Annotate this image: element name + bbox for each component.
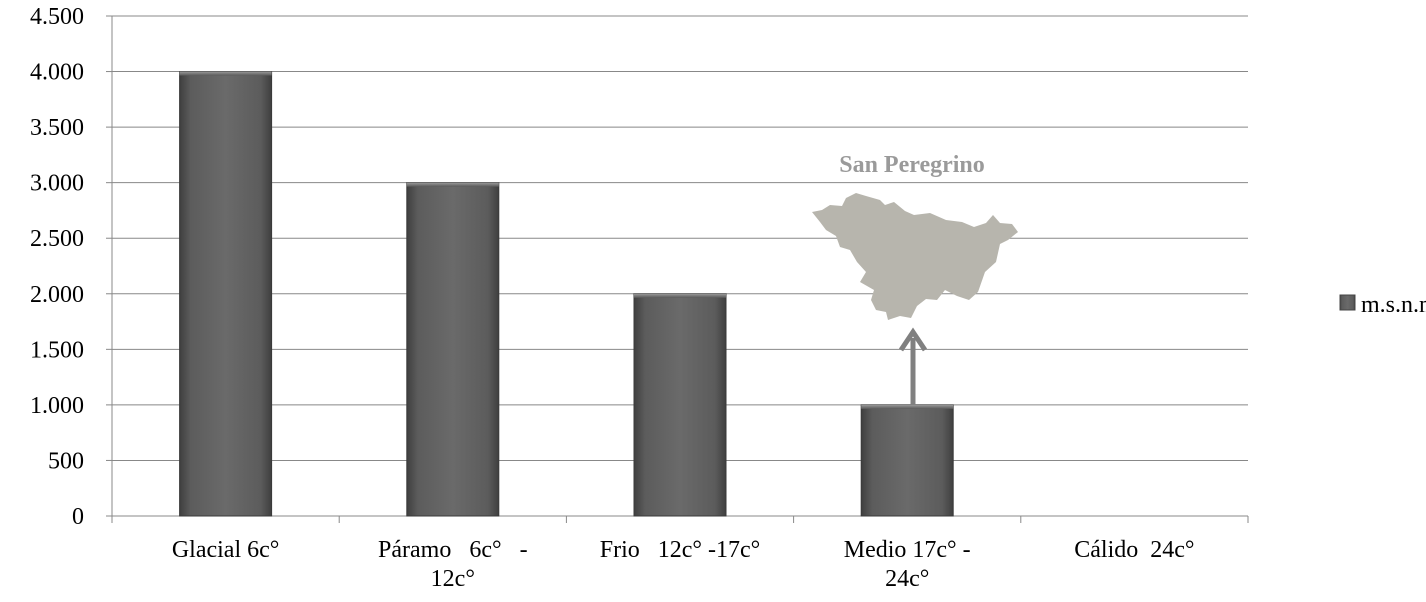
y-tick-label: 2.500 (30, 226, 84, 252)
y-tick-label: 1.500 (30, 337, 84, 363)
bar (179, 71, 273, 517)
bar-highlight (861, 404, 954, 409)
bar (406, 182, 500, 517)
y-tick-label: 500 (48, 448, 84, 474)
legend: m.s.n.m (1339, 292, 1426, 318)
legend-label: m.s.n.m (1361, 292, 1426, 318)
y-tick-labels: 0 500 1.000 1.500 2.000 2.500 3.000 3.500 4.000 4… (30, 4, 84, 530)
x-category-label: 12c° (431, 566, 475, 592)
bar (633, 293, 727, 517)
gridlines (112, 15, 1248, 461)
x-category-label: Páramo 6c° - (378, 537, 528, 563)
annotation: San Peregrino (812, 152, 1018, 405)
x-category-label: Medio 17c° - (844, 537, 971, 563)
bar-highlight (406, 182, 499, 187)
y-tick-label: 1.000 (30, 393, 84, 419)
y-tick-label: 3.000 (30, 171, 84, 197)
x-category-labels: Glacial 6c° Páramo 6c° - 12c° Frio 12c° -17… (172, 537, 1195, 592)
y-tick-label: 4.000 (30, 60, 84, 86)
y-tick-label: 4.500 (30, 4, 84, 30)
x-category-label: Cálido 24c° (1074, 537, 1194, 563)
bar-highlight (179, 71, 272, 76)
legend-swatch (1339, 294, 1356, 311)
y-tick-label: 2.000 (30, 282, 84, 308)
bars (179, 71, 954, 517)
x-category-label: Glacial 6c° (172, 537, 280, 563)
bar-highlight (634, 293, 726, 298)
x-category-label: Frio 12c° -17c° (600, 537, 761, 563)
region-map-icon (812, 193, 1018, 320)
y-tick-label: 3.500 (30, 115, 84, 141)
y-tick-label: 0 (72, 504, 84, 530)
annotation-arrowhead (898, 327, 928, 352)
x-category-label: 24c° (885, 566, 929, 592)
annotation-label: San Peregrino (839, 152, 985, 178)
bar (860, 404, 954, 517)
